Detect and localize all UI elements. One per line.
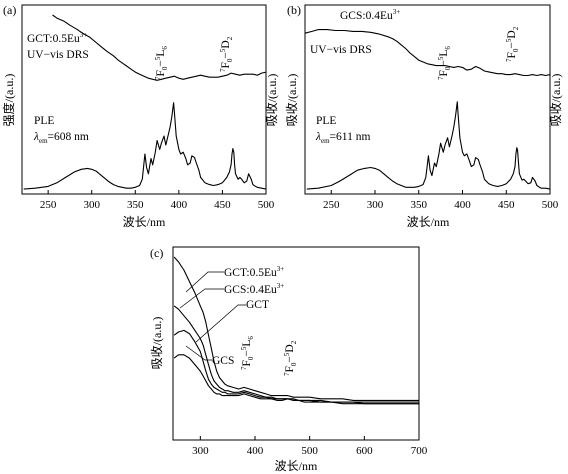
panel-b-ylabel-left: 吸收/(a.u.) bbox=[285, 74, 299, 127]
panel-c-peak-label-5L6: 7F0−5L6 bbox=[240, 336, 255, 370]
panel-b-x-tick-label: 250 bbox=[323, 199, 340, 211]
panel-c-x-ticks: 300 400 500 600 700 bbox=[192, 436, 428, 457]
panel-c-plot-frame bbox=[172, 246, 420, 441]
panel-a-peak-label-5L6: 7F0−5L6 bbox=[154, 46, 169, 80]
panel-c: (c) 吸收/(a.u.) 波长/nm 300 400 500 600 700 GCT:… bbox=[150, 246, 428, 473]
panel-c-x-tick-label: 400 bbox=[247, 445, 264, 457]
panel-b-peak-label-5L6: 7F0−5L6 bbox=[437, 46, 452, 80]
panel-c-peak-label-5D2: 7F0−5D2 bbox=[283, 340, 298, 376]
panel-c-x-tick-label: 600 bbox=[356, 445, 373, 457]
panel-c-series-0 bbox=[173, 256, 419, 401]
panel-c-legend-gcs: GCS bbox=[212, 355, 234, 367]
panel-c-xlabel: 波长/nm bbox=[275, 459, 318, 473]
panel-a-curves bbox=[23, 14, 267, 190]
panel-b-x-tick-label: 400 bbox=[454, 199, 471, 211]
panel-a-lambda-label: λem=608 nm bbox=[33, 131, 89, 145]
panel-b-x-tick-label: 350 bbox=[411, 199, 428, 211]
panel-c-x-tick-label: 300 bbox=[192, 445, 209, 457]
panel-c-leader-gct-eu bbox=[185, 271, 224, 293]
panel-b-drs-label: UV−vis DRS bbox=[310, 44, 372, 56]
panel-b-sample-label: GCS:0.4Eu3+ bbox=[340, 8, 400, 22]
panel-a-plot-frame bbox=[21, 4, 267, 195]
panel-b-series-1 bbox=[306, 101, 551, 190]
panel-b-label: (b) bbox=[287, 3, 301, 17]
panel-a-ple-label: PLE bbox=[34, 115, 54, 127]
panel-c-series-3 bbox=[173, 354, 419, 405]
panel-b-curves bbox=[304, 29, 551, 190]
panel-c-leader-gcs bbox=[185, 345, 212, 361]
panel-c-series-2 bbox=[173, 329, 419, 403]
panel-c-legend-gcs-eu: GCS:0.4Eu3+ bbox=[224, 282, 284, 296]
panel-c-ylabel-left: 吸收/(a.u.) bbox=[150, 317, 164, 370]
panel-a-series-0 bbox=[52, 14, 267, 81]
panel-c-leader-gct bbox=[195, 304, 246, 343]
panel-a-ylabel-right: 吸收/(a.u.) bbox=[265, 74, 279, 127]
panel-b-plot-frame bbox=[304, 4, 551, 195]
panel-a-x-tick-label: 400 bbox=[171, 199, 188, 211]
panel-b-x-ticks: 250 300 350 400 450 500 bbox=[323, 190, 559, 211]
panel-b-ylabel-right: 吸收/(a.u.) bbox=[549, 74, 563, 127]
panel-a-x-tick-label: 250 bbox=[40, 199, 57, 211]
panel-a-drs-label: UV−vis DRS bbox=[27, 49, 89, 61]
panel-b-series-0 bbox=[304, 29, 551, 77]
panel-a-x-tick-label: 300 bbox=[83, 199, 100, 211]
panel-a: (a) 强度/(a.u.) 吸收/(a.u.) 波长/nm 250 300 350 4… bbox=[1, 3, 279, 229]
panel-b-ple-label: PLE bbox=[316, 115, 336, 127]
panel-c-legend-gct: GCT bbox=[246, 299, 269, 311]
panel-c-legend-gct-eu: GCT:0.5Eu3+ bbox=[224, 265, 284, 279]
panel-a-x-tick-label: 450 bbox=[214, 199, 231, 211]
panel-c-label: (c) bbox=[150, 246, 163, 260]
panel-c-curves bbox=[173, 256, 419, 405]
panel-a-series-1 bbox=[23, 102, 267, 190]
panel-b-lambda-label: λem=611 nm bbox=[315, 131, 370, 145]
panel-b-xlabel: 波长/nm bbox=[407, 215, 450, 229]
panel-a-sample-label: GCT:0.5Eu3+ bbox=[27, 31, 87, 45]
panel-a-peak-label-5D2: 7F0−5D2 bbox=[219, 36, 234, 72]
panel-b: (b) 吸收/(a.u.) 吸收/(a.u.) 波长/nm 250 300 350 4… bbox=[285, 3, 563, 229]
panel-a-ylabel-left: 强度/(a.u.) bbox=[1, 74, 16, 127]
panel-b-peak-label-5D2: 7F0−5D2 bbox=[505, 26, 520, 62]
panel-a-label: (a) bbox=[3, 3, 16, 17]
panel-b-x-tick-label: 500 bbox=[542, 199, 559, 211]
panel-b-x-tick-label: 450 bbox=[498, 199, 515, 211]
panel-a-xlabel: 波长/nm bbox=[123, 215, 166, 229]
panel-a-x-tick-label: 500 bbox=[258, 199, 275, 211]
panel-c-x-tick-label: 700 bbox=[411, 445, 428, 457]
panel-a-x-tick-label: 350 bbox=[127, 199, 144, 211]
panel-a-x-ticks: 250 300 350 400 450 500 bbox=[40, 190, 275, 211]
panel-c-leader-gcs-eu bbox=[179, 288, 224, 309]
panel-c-x-tick-label: 500 bbox=[301, 445, 318, 457]
panel-b-x-tick-label: 300 bbox=[367, 199, 384, 211]
